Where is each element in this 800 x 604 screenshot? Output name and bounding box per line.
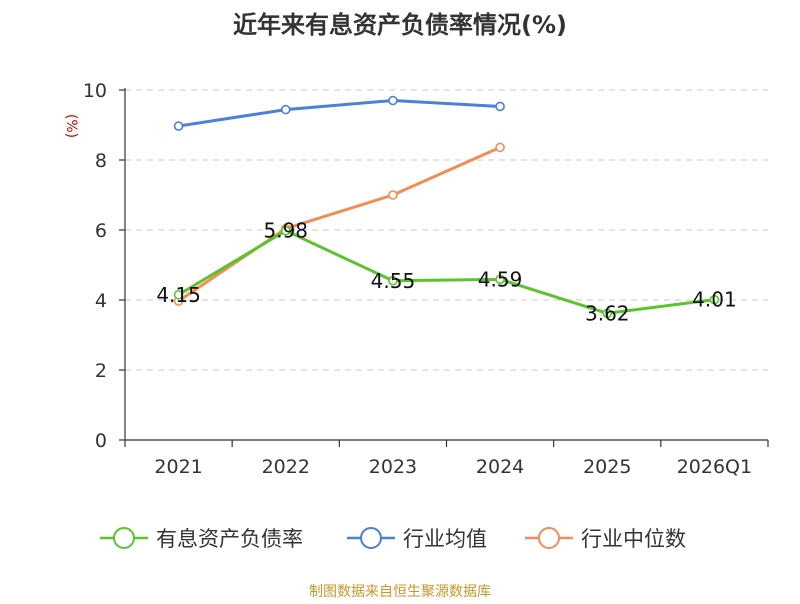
legend-label: 行业均值: [403, 527, 487, 551]
legend-item-3: 行业中位数: [525, 527, 686, 551]
y-tick-label: 6: [95, 220, 107, 242]
data-label: 5.98: [263, 219, 308, 243]
y-tick-label: 0: [95, 430, 107, 452]
legend-item-2: 行业均值: [347, 527, 487, 551]
series-layer: [173, 95, 720, 319]
data-label: 4.55: [371, 269, 416, 293]
data-point: [280, 104, 291, 115]
data-label: 4.01: [692, 288, 737, 312]
data-point: [495, 101, 505, 112]
source-note: 制图数据来自恒生聚源数据库: [309, 584, 491, 600]
series-2: [173, 95, 505, 131]
gridlines: [125, 89, 768, 371]
x-tick-label: 2021: [154, 456, 202, 478]
data-label: 4.15: [156, 283, 201, 307]
y-tick-label: 2: [95, 360, 107, 382]
legend-swatch-marker: [360, 527, 382, 549]
data-point: [388, 190, 398, 200]
series-line: [178, 99, 501, 128]
data-point: [388, 275, 398, 286]
axes: 0 2 4 6 8 10 2021 2022 2023 2024 2025 2026Q1: [83, 80, 769, 478]
data-point: [602, 308, 613, 319]
legend-swatch-marker: [113, 527, 135, 549]
chart-title: 近年来有息资产负债率情况(%): [233, 11, 567, 39]
data-point: [173, 289, 184, 300]
series-line: [177, 229, 715, 315]
y-axis-label: (%): [63, 114, 79, 138]
data-label: 4.59: [478, 267, 523, 291]
data-label: 3.62: [585, 301, 630, 325]
data-point: [709, 294, 720, 305]
x-tick-label: 2025: [583, 456, 631, 478]
series-line: [177, 146, 501, 303]
legend-label: 行业中位数: [581, 527, 686, 551]
data-point: [388, 95, 398, 106]
legend-item-1: 有息资产负债率: [100, 527, 303, 551]
data-point: [173, 121, 184, 131]
legend-label: 有息资产负债率: [156, 527, 303, 551]
x-tick-label: 2026Q1: [677, 456, 752, 478]
y-tick-label: 8: [95, 150, 107, 172]
y-tick-label: 10: [83, 80, 107, 102]
series-1: [173, 225, 720, 319]
data-point: [495, 274, 505, 285]
legend: 有息资产负债率 行业均值 行业中位数: [100, 527, 686, 551]
x-tick-label: 2022: [262, 456, 310, 478]
legend-swatch-marker: [538, 527, 560, 549]
data-point: [280, 225, 291, 236]
data-labels: 4.15 5.98 4.55 4.59 3.62 4.01: [156, 219, 736, 326]
x-tick-label: 2023: [369, 456, 417, 478]
y-tick-label: 4: [95, 290, 107, 312]
x-tick-label: 2024: [476, 456, 524, 478]
data-point: [495, 142, 505, 153]
